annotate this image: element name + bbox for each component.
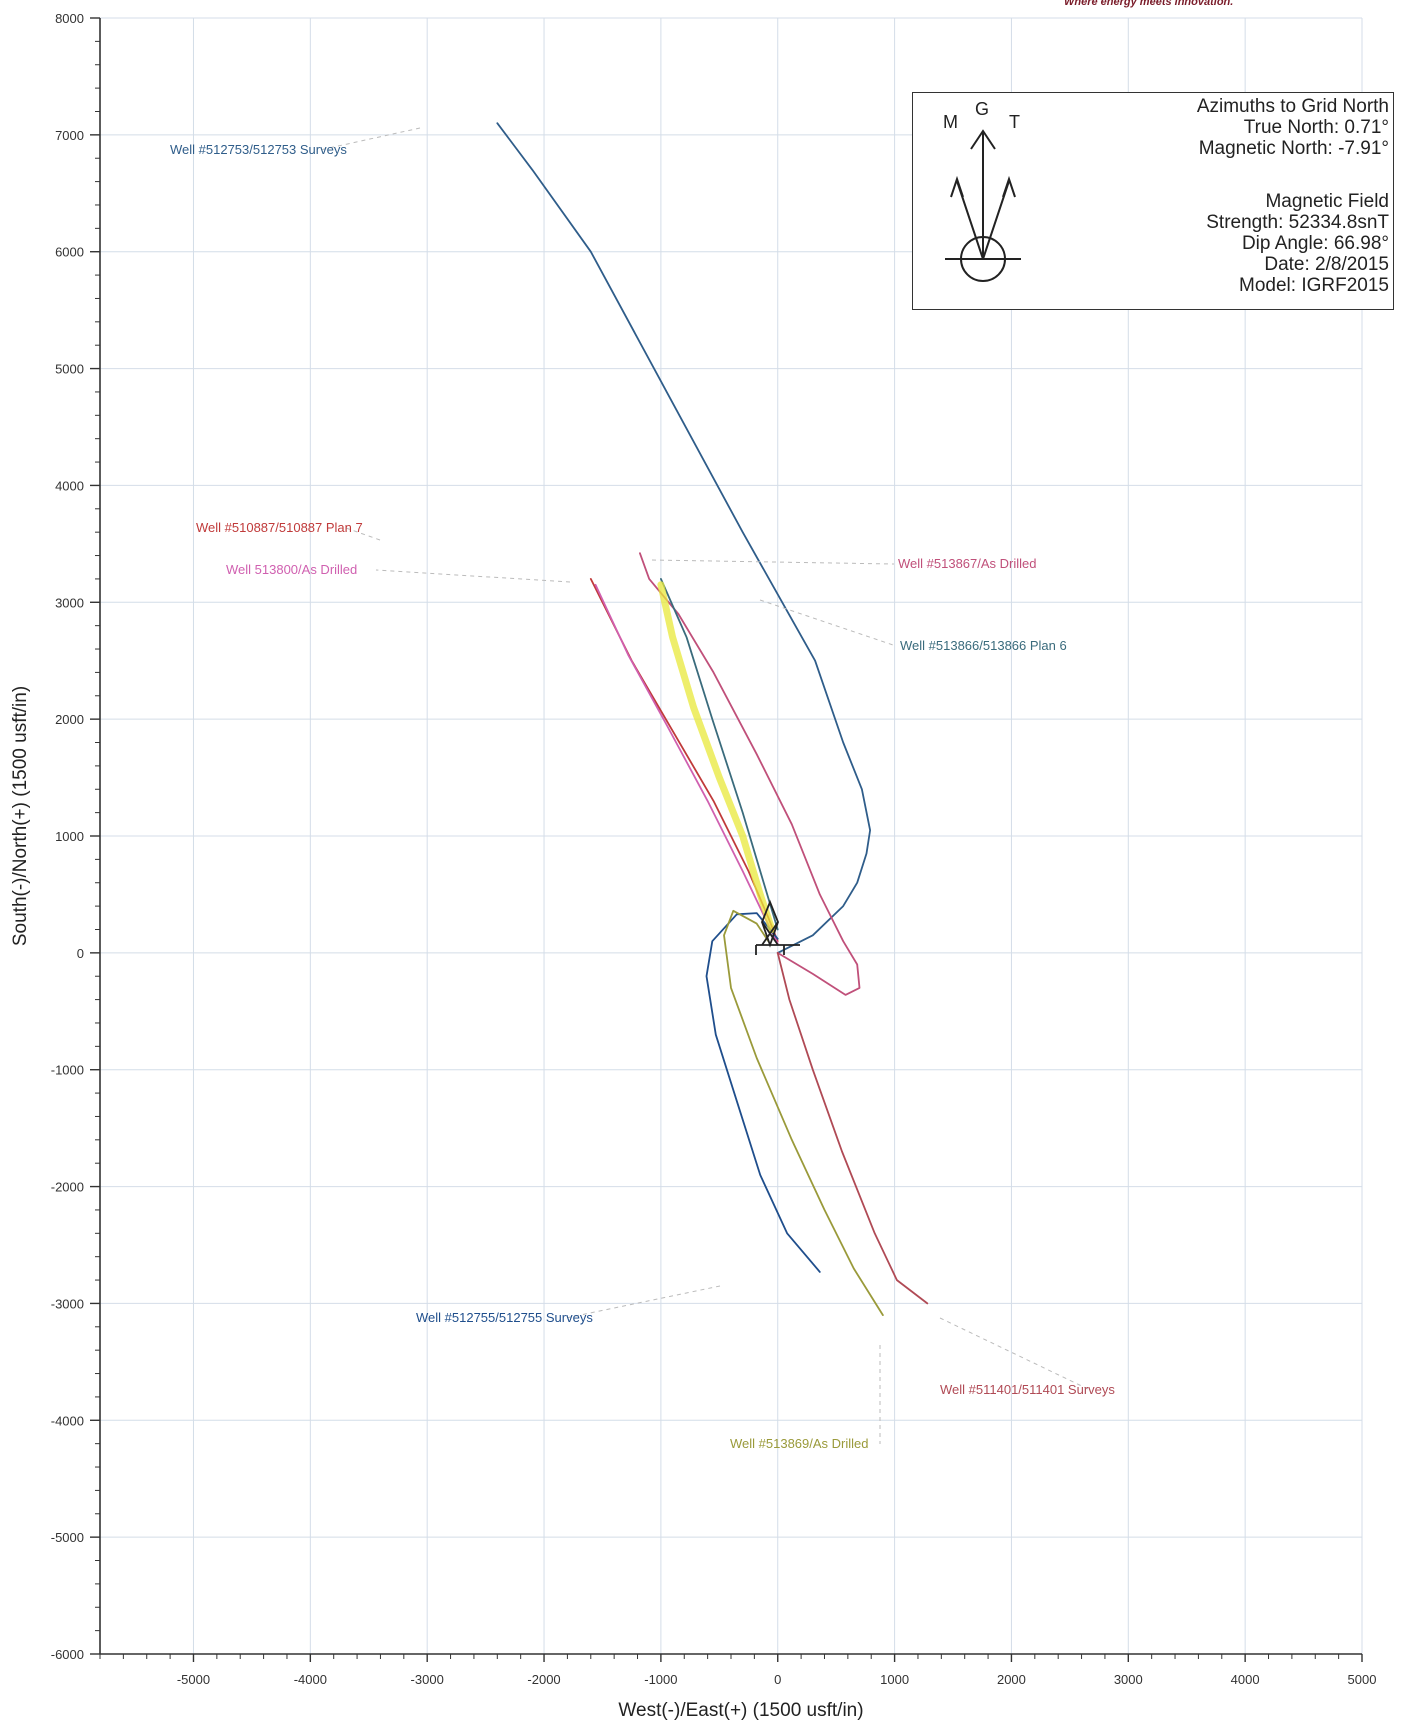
tick-labels: -5000 -4000 -3000 -2000 -1000 0 1000 2000 3000 40… (51, 11, 1377, 1687)
series-label: Well #512755/512755 Surveys (416, 1310, 593, 1325)
y-tick-label: 3000 (55, 595, 84, 610)
series-line-7 (723, 909, 884, 1316)
x-tick-label: 1000 (880, 1672, 909, 1687)
y-tick-label: -4000 (51, 1413, 84, 1428)
x-axis-title: West(-)/East(+) (1500 usft/in) (618, 1700, 863, 1721)
series-group (496, 122, 929, 1316)
x-tick-label: -5000 (177, 1672, 210, 1687)
compass-letter-g: G (975, 99, 989, 119)
x-tick-label: 0 (774, 1672, 781, 1687)
true-north: True North: 0.71° (1243, 117, 1389, 138)
x-tick-label: -2000 (527, 1672, 560, 1687)
x-tick-label: 5000 (1348, 1672, 1377, 1687)
compass-letter-m: M (943, 112, 958, 132)
field-strength: Strength: 52334.8snT (1206, 212, 1389, 233)
dip-angle: Dip Angle: 66.98° (1241, 233, 1389, 254)
label-leaders (319, 127, 1091, 1444)
series-label: Well #513866/513866 Plan 6 (900, 638, 1067, 653)
brand-tagline: Where energy meets innovation. (1064, 0, 1233, 8)
series-label: Well #510887/510887 Plan 7 (196, 520, 363, 535)
series-label-leader (319, 127, 421, 151)
x-tick-label: 4000 (1231, 1672, 1260, 1687)
magnetic-north: Magnetic North: -7.91° (1198, 138, 1389, 159)
series-label-leader (345, 527, 381, 541)
y-tick-label: 6000 (55, 245, 84, 260)
series-line-0 (496, 122, 871, 954)
y-tick-label: 2000 (55, 712, 84, 727)
y-tick-label: 8000 (55, 11, 84, 26)
y-axis-title: South(-)/North(+) (1500 usft/in) (10, 686, 31, 946)
azimuth-info-box: M G T Azimuths to Grid North True North:… (912, 92, 1394, 310)
series-label: Well 513800/As Drilled (226, 562, 357, 577)
y-tick-label: 1000 (55, 829, 84, 844)
series-line-8 (657, 581, 776, 933)
series-labels: Well #512753/512753 Surveys Well #513867/… (170, 142, 1115, 1451)
y-tick-label: -2000 (51, 1180, 84, 1195)
x-tick-label: -1000 (644, 1672, 677, 1687)
y-tick-label: -5000 (51, 1530, 84, 1545)
x-tick-label: -4000 (294, 1672, 327, 1687)
series-label: Well #513867/As Drilled (898, 556, 1037, 571)
series-label-leader (651, 559, 895, 565)
series-label-leader (939, 1317, 1091, 1391)
series-line-2 (660, 578, 779, 931)
y-tick-label: 0 (77, 946, 84, 961)
series-label-leader (375, 569, 571, 583)
axes (90, 17, 1363, 1662)
magnetic-field-heading: Magnetic Field (1265, 191, 1389, 212)
series-line-6 (776, 952, 929, 1305)
series-line-5 (705, 912, 821, 1273)
series-label: Well #513869/As Drilled (730, 1436, 869, 1451)
y-tick-label: -1000 (51, 1063, 84, 1078)
series-label: Well #512753/512753 Surveys (170, 142, 347, 157)
azimuth-reference: Azimuths to Grid North (1196, 96, 1389, 117)
x-tick-label: 2000 (997, 1672, 1026, 1687)
series-label: Well #511401/511401 Surveys (940, 1382, 1115, 1397)
y-tick-label: -6000 (51, 1647, 84, 1662)
survey-date: Date: 2/8/2015 (1264, 254, 1389, 275)
y-tick-label: 5000 (55, 362, 84, 377)
series-label-leader (565, 1285, 721, 1319)
north-arrow-icon: M G T (943, 99, 1021, 282)
x-tick-label: -3000 (411, 1672, 444, 1687)
compass-letter-t: T (1009, 112, 1020, 132)
x-tick-label: 3000 (1114, 1672, 1143, 1687)
y-tick-label: 4000 (55, 478, 84, 493)
wellhead-marker (755, 899, 800, 955)
series-line-1 (639, 552, 861, 996)
y-tick-label: 7000 (55, 128, 84, 143)
field-model: Model: IGRF2015 (1239, 275, 1389, 296)
y-tick-label: -3000 (51, 1296, 84, 1311)
